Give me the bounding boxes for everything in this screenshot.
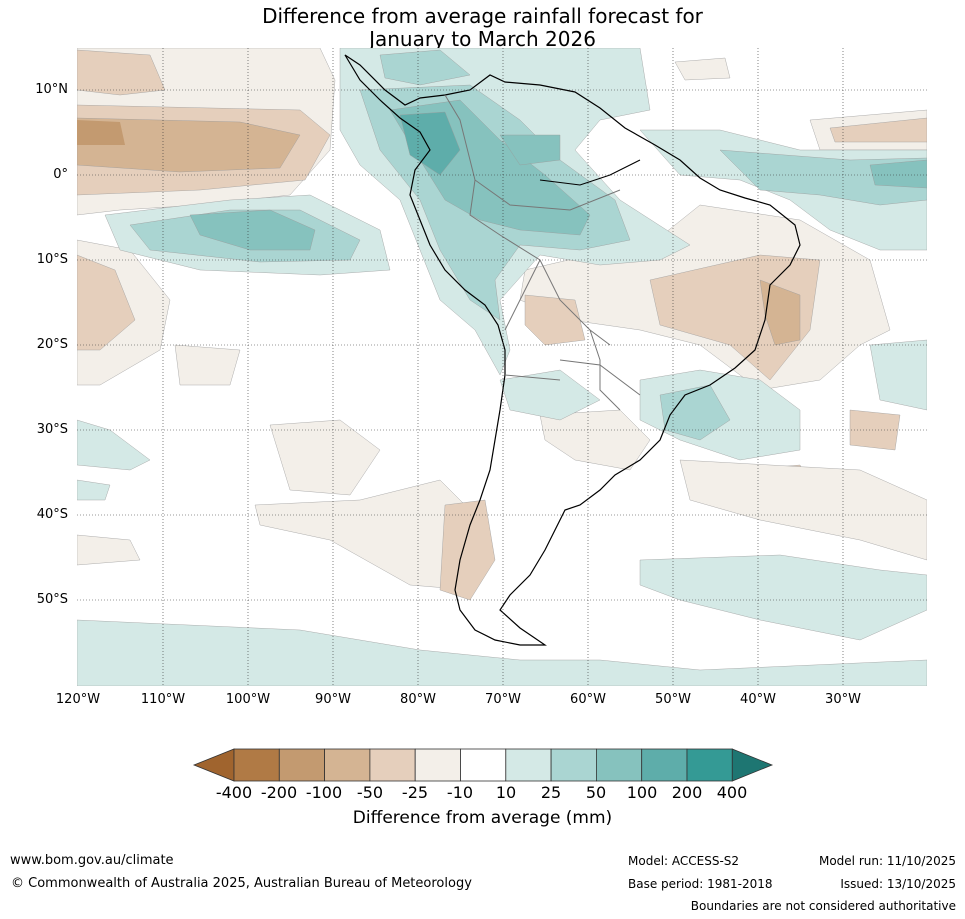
colorbar-segment [369, 748, 416, 782]
colorbar-tick: -200 [260, 783, 298, 802]
lon-label-70w: 70°W [485, 692, 521, 707]
boundaries-disclaimer: Boundaries are not considered authoritat… [690, 899, 956, 913]
colorbar-segment [278, 748, 325, 782]
lon-label-40w: 40°W [740, 692, 776, 707]
lon-label-100w: 100°W [225, 692, 271, 707]
colorbar-label: Difference from average (mm) [352, 808, 613, 828]
lon-label-120w: 120°W [55, 692, 101, 707]
colorbar-tick: 25 [540, 783, 562, 802]
colorbar-segment [550, 748, 597, 782]
base-period: Base period: 1981-2018 [628, 877, 773, 891]
colorbar-tick: -400 [215, 783, 253, 802]
model-run: Model run: 11/10/2025 [818, 854, 956, 868]
lon-label-110w: 110°W [140, 692, 186, 707]
rainfall-map [77, 48, 927, 686]
copyright: © Commonwealth of Australia 2025, Austra… [11, 876, 472, 891]
lat-label-30s: 30°S [36, 422, 68, 437]
colorbar-tick: -100 [305, 783, 343, 802]
colorbar-extend-high [731, 748, 774, 782]
lat-label-10s: 10°S [36, 252, 68, 267]
lat-label-10n: 10°N [35, 82, 68, 97]
colorbar-tick: 200 [671, 783, 703, 802]
lon-label-50w: 50°W [655, 692, 691, 707]
colorbar-segment [460, 748, 507, 782]
colorbar-segment [686, 748, 733, 782]
lat-label-0: 0° [53, 167, 68, 182]
colorbar-tick: 400 [716, 783, 748, 802]
issued-date: Issued: 13/10/2025 [840, 877, 956, 891]
lon-label-90w: 90°W [315, 692, 351, 707]
colorbar-segment [233, 748, 280, 782]
bom-url[interactable]: www.bom.gov.au/climate [10, 853, 174, 868]
rainfall-anomaly-fields [77, 48, 927, 686]
model-name: Model: ACCESS-S2 [628, 854, 740, 868]
title-line-1: Difference from average rainfall forecas… [262, 4, 703, 28]
lon-label-30w: 30°W [825, 692, 861, 707]
colorbar-tick: 10 [495, 783, 517, 802]
colorbar-segment [641, 748, 688, 782]
colorbar [192, 748, 774, 782]
colorbar-segment [324, 748, 371, 782]
lat-label-50s: 50°S [36, 592, 68, 607]
colorbar-segment [596, 748, 643, 782]
colorbar-segment [414, 748, 461, 782]
lon-label-60w: 60°W [570, 692, 606, 707]
colorbar-tick: -10 [446, 783, 474, 802]
colorbar-tick: 100 [626, 783, 658, 802]
lat-label-40s: 40°S [36, 507, 68, 522]
lat-label-20s: 20°S [36, 337, 68, 352]
colorbar-tick: -25 [401, 783, 429, 802]
lon-label-80w: 80°W [400, 692, 436, 707]
colorbar-tick: 50 [585, 783, 607, 802]
colorbar-extend-low [192, 748, 235, 782]
colorbar-segment [505, 748, 552, 782]
title-line-2: January to March 2026 [369, 27, 596, 51]
colorbar-tick: -50 [356, 783, 384, 802]
